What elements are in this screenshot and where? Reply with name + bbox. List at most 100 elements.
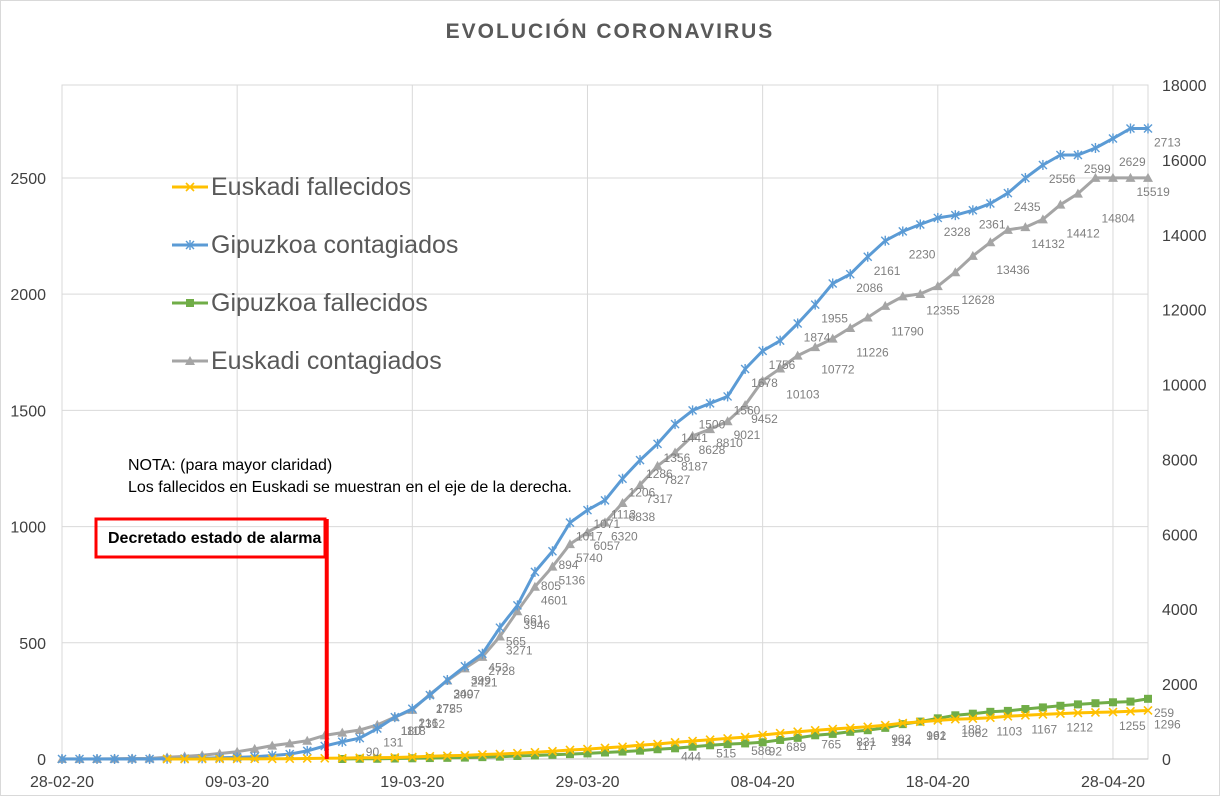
data-point	[494, 631, 505, 641]
data-point	[758, 730, 768, 740]
data-point-stroke	[688, 736, 698, 746]
data-label: 92	[769, 745, 783, 759]
data-point	[863, 722, 873, 732]
data-point	[1003, 711, 1013, 721]
data-label: 2361	[979, 217, 1006, 231]
data-point	[390, 712, 400, 723]
data-label: 11790	[891, 325, 924, 339]
data-point	[185, 182, 195, 192]
data-label: 13436	[996, 263, 1030, 277]
y-left-tick-label: 0	[37, 752, 46, 769]
data-label: 14412	[1066, 226, 1100, 240]
data-point	[618, 747, 627, 756]
data-point-stroke	[425, 751, 435, 761]
data-point	[967, 250, 978, 260]
grid	[61, 84, 1149, 760]
data-label: 340	[453, 687, 473, 701]
data-point	[1125, 123, 1135, 134]
y-left-tick-label: 2000	[10, 287, 46, 304]
data-point-stroke	[635, 740, 645, 750]
data-point	[828, 724, 838, 734]
data-point	[390, 752, 400, 763]
data-point	[687, 430, 698, 440]
data-label: 188	[961, 722, 981, 736]
data-point	[1003, 706, 1012, 715]
data-point-stroke	[670, 737, 680, 747]
data-label: 444	[681, 749, 701, 763]
data-point	[249, 743, 260, 753]
data-point-stroke	[1073, 708, 1083, 718]
legend: Euskadi fallecidos Gipuzkoa contagiados Gi…	[172, 173, 458, 375]
legend-item: Euskadi contagiados	[172, 347, 442, 375]
data-point-stroke	[407, 752, 417, 762]
data-label: 10103	[786, 388, 820, 402]
data-label: 9021	[734, 428, 761, 442]
data-point	[512, 606, 523, 616]
data-point	[617, 497, 628, 507]
data-point	[1143, 705, 1153, 716]
data-point-stroke	[950, 714, 960, 724]
data-point	[302, 735, 313, 745]
series-gipuzkoa-contagiados	[57, 123, 1153, 764]
data-label: 1062	[961, 726, 988, 740]
data-point	[723, 740, 732, 749]
data-point-stroke	[1055, 709, 1065, 719]
data-label: 515	[716, 747, 736, 761]
data-point	[811, 731, 820, 740]
data-point	[688, 736, 698, 746]
data-point	[215, 754, 225, 764]
data-point-stroke	[828, 724, 838, 734]
data-point	[372, 753, 382, 763]
data-point	[653, 745, 662, 754]
y-right-tick-label: 4000	[1162, 602, 1198, 619]
data-point	[985, 713, 995, 723]
data-point	[1020, 710, 1030, 720]
data-point	[723, 391, 733, 402]
data-point-stroke	[180, 754, 190, 764]
data-point	[565, 517, 575, 528]
data-point	[915, 288, 926, 298]
data-label: 15519	[1136, 185, 1170, 199]
data-point-stroke	[215, 754, 225, 764]
data-point	[1090, 142, 1100, 153]
data-point	[1021, 705, 1030, 714]
data-point-stroke	[723, 733, 733, 743]
data-point	[1020, 172, 1030, 183]
data-label: 8810	[716, 436, 743, 450]
data-point	[898, 718, 908, 728]
data-point	[1126, 697, 1135, 706]
data-label: 805	[541, 579, 561, 593]
data-point	[460, 750, 470, 760]
data-label: 6838	[629, 510, 656, 524]
annotations: NOTA: (para mayor claridad) Los fallecid…	[94, 457, 572, 759]
data-point	[75, 754, 85, 764]
data-point	[186, 299, 194, 307]
data-point	[110, 754, 120, 764]
data-point	[951, 711, 960, 720]
data-point	[529, 581, 540, 591]
data-point-stroke	[185, 182, 195, 192]
data-point	[530, 566, 540, 577]
data-point-stroke	[758, 730, 768, 740]
data-point	[495, 622, 505, 633]
data-point	[565, 745, 575, 755]
data-label: 453	[488, 661, 508, 675]
data-point	[267, 754, 277, 764]
y-right-tick-label: 18000	[1162, 78, 1207, 95]
data-point	[1056, 701, 1065, 710]
data-point	[793, 733, 802, 742]
x-tick-label: 29-03-20	[555, 774, 619, 791]
note-line-2: Los fallecidos en Euskadi se muestran en…	[128, 479, 572, 496]
data-point-stroke	[232, 754, 242, 764]
data-point-stroke	[652, 739, 663, 749]
data-point	[407, 752, 417, 762]
data-point	[617, 742, 628, 752]
data-point	[810, 725, 820, 735]
data-point	[758, 345, 768, 356]
data-point	[1038, 159, 1048, 170]
data-label: 2421	[471, 675, 498, 689]
data-point	[600, 517, 610, 527]
data-point	[1125, 706, 1136, 716]
